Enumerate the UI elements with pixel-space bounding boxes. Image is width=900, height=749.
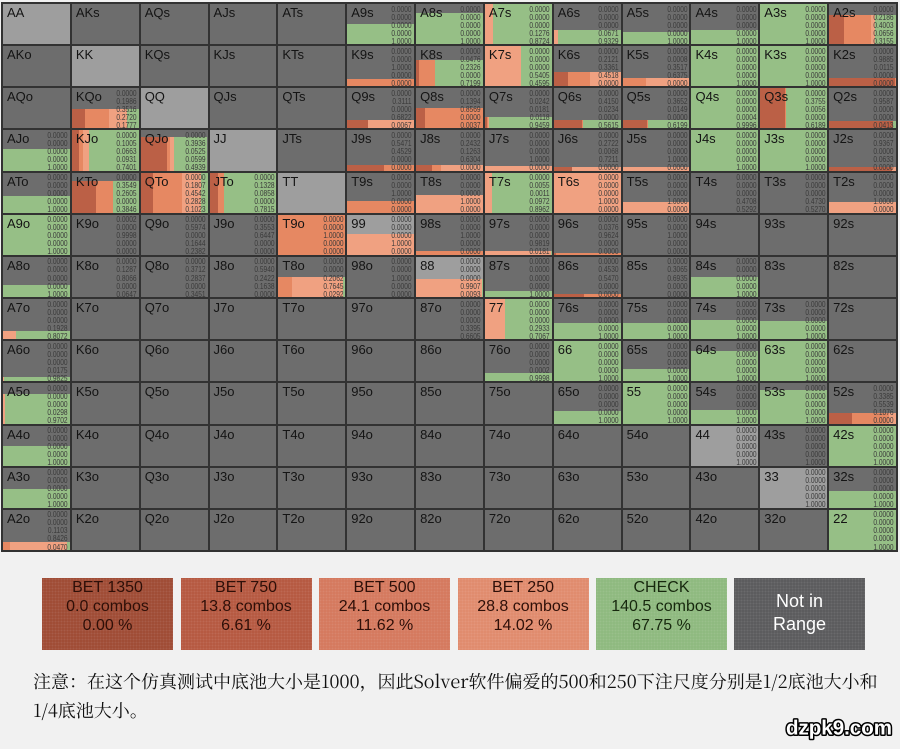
svg-text:dzpk9.com: dzpk9.com xyxy=(786,717,892,740)
